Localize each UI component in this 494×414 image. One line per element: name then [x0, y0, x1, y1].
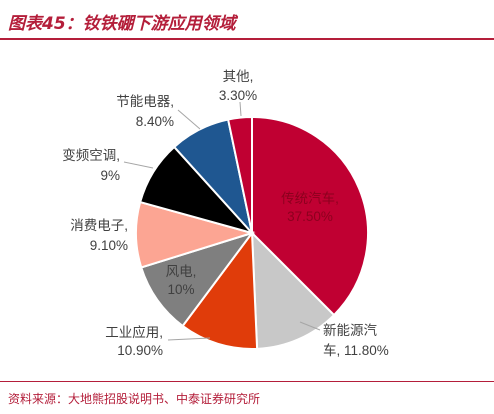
pie-slice-2	[250, 230, 336, 350]
leader-line-2	[299, 321, 321, 331]
pie-slice-4	[139, 231, 255, 328]
slice-value-label-7: 8.40%	[136, 114, 174, 129]
slice-label-7: 节能电器,	[116, 94, 174, 109]
slice-value-label-3: 10.90%	[117, 343, 163, 358]
leader-lines	[123, 101, 321, 341]
leader-line-6	[123, 161, 154, 169]
leader-line-7	[177, 109, 201, 130]
pie-slice-3	[181, 230, 259, 350]
leader-line-3	[167, 337, 211, 341]
slice-value-label-8: 3.30%	[219, 88, 257, 103]
slice-label-6: 变频空调,	[62, 148, 120, 163]
slice-label-1: 传统汽车,	[281, 190, 339, 206]
header-rule	[0, 38, 494, 40]
slice-label-3: 工业应用,	[105, 324, 163, 340]
figure-footer: 资料来源：大地熊招股说明书、中泰证券研究所	[0, 381, 494, 414]
figure-header: 图表45：钕铁硼下游应用领域	[0, 0, 494, 40]
slice-value-label-5: 9.10%	[90, 238, 128, 253]
pie-chart: 传统汽车, 37.50% 新能源汽车, 11.80% 工业应用, 10.90% 风电, 10…	[0, 40, 494, 380]
slice-value-label-1: 37.50%	[287, 209, 333, 224]
slice-label-4: 风电,	[166, 264, 197, 279]
slice-label-2: 新能源汽	[323, 323, 377, 338]
slice-value-label-4: 10%	[167, 282, 194, 297]
source-note: 资料来源：大地熊招股说明书、中泰证券研究所	[8, 392, 261, 406]
slice-value-label-2: 车, 11.80%	[323, 342, 389, 358]
leader-line-8	[239, 101, 242, 117]
slice-label-5: 消费电子,	[70, 218, 128, 233]
pie-slices	[135, 115, 369, 350]
slice-label-8: 其他,	[223, 69, 254, 84]
pie-slice-1	[251, 115, 369, 317]
slice-value-label-6: 9%	[100, 168, 120, 183]
figure-title: 图表45：钕铁硼下游应用领域	[8, 14, 236, 34]
pie-slice-8	[226, 115, 253, 234]
footer-rule	[0, 381, 494, 382]
